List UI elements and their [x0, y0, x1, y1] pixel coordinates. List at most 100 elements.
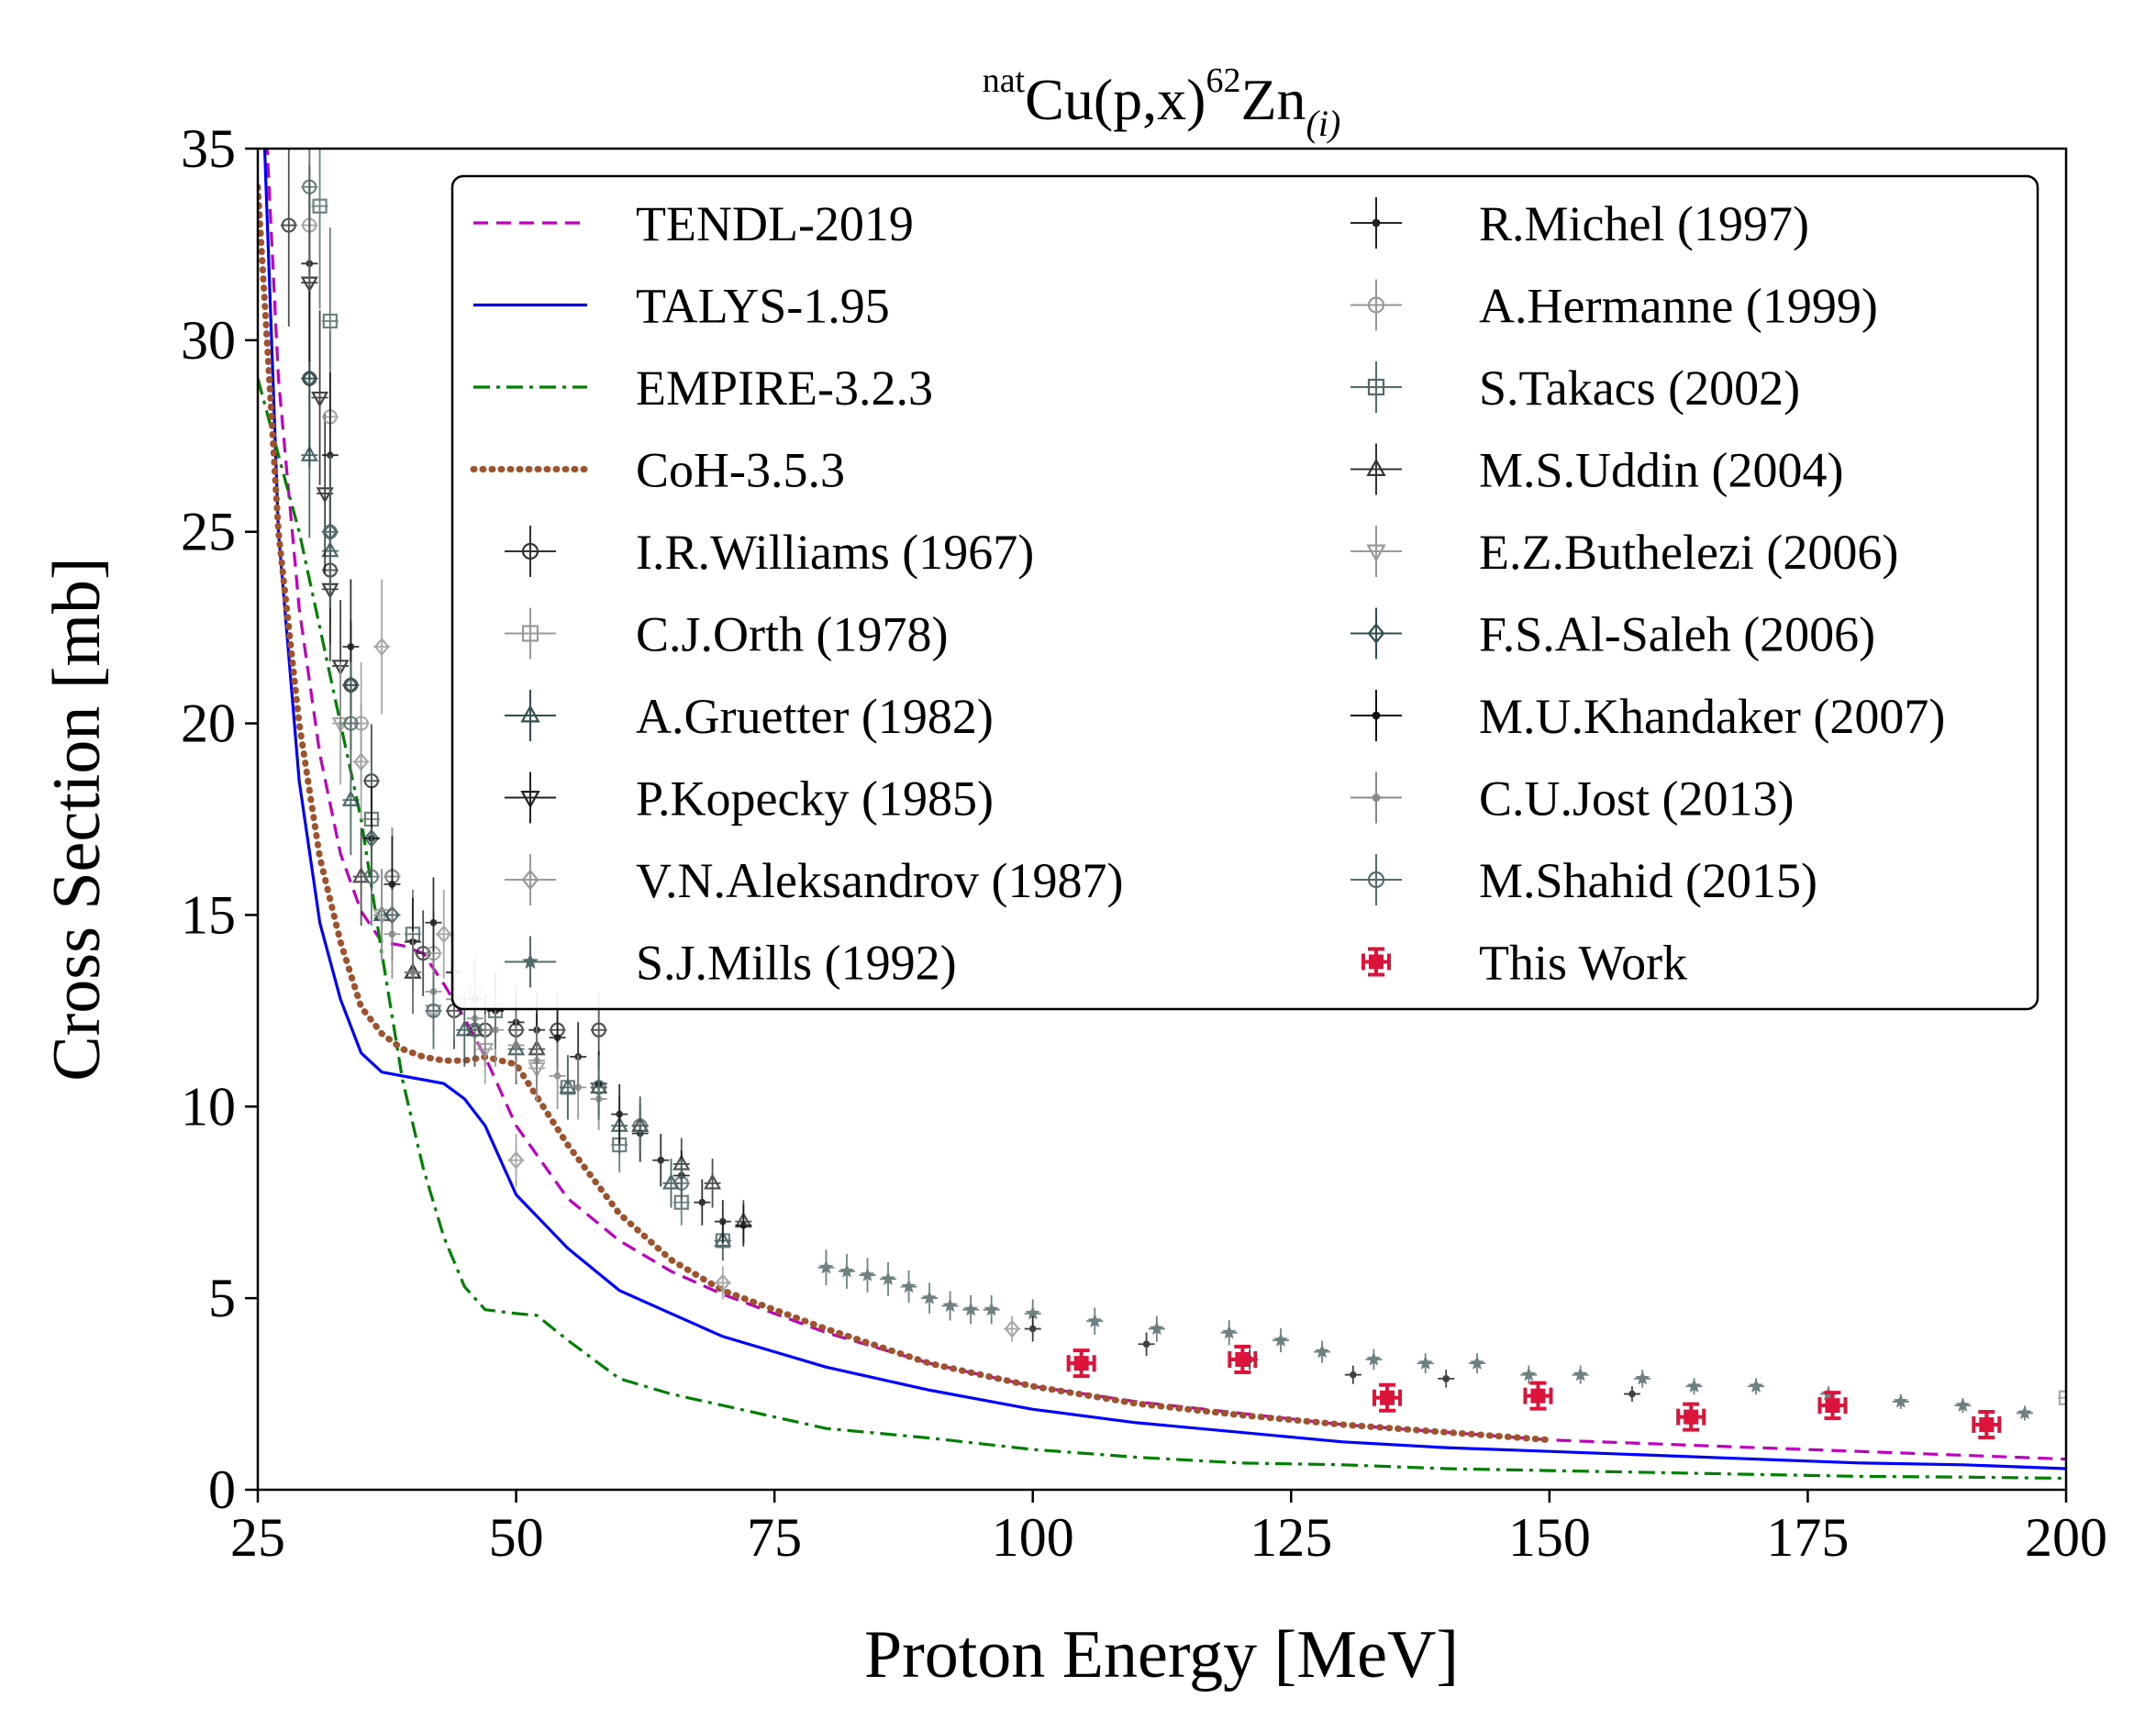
data-point — [838, 1253, 855, 1289]
data-point — [1314, 1340, 1331, 1363]
data-point — [1004, 1315, 1021, 1342]
x-tick-label-25: 25 — [230, 1507, 285, 1568]
data-point — [311, 149, 328, 309]
legend-label: C.U.Jost (2013) — [1479, 771, 1795, 827]
legend-item-c-u-jost-2013: C.U.Jost (2013) — [1350, 771, 1795, 827]
legend-item-s-takacs-2002: S.Takacs (2002) — [1350, 361, 1800, 416]
legend-label: P.Kopecky (1985) — [636, 771, 994, 827]
legend-item-e-z-buthelezi-2006: E.Z.Buthelezi (2006) — [1350, 525, 1898, 580]
legend-label: M.S.Uddin (2004) — [1479, 443, 1844, 498]
data-point — [321, 455, 339, 609]
y-tick-label-10: 10 — [181, 1076, 236, 1137]
series-r-michel-1997 — [1024, 1315, 1640, 1402]
model-curves — [258, 149, 2066, 1481]
x-axis-label: Proton Energy [MeV] — [864, 1617, 1459, 1692]
legend-label: TALYS-1.95 — [636, 279, 890, 334]
data-point — [817, 1249, 835, 1286]
legend-label: EMPIRE-3.2.3 — [636, 361, 933, 416]
data-point — [1572, 1365, 1589, 1384]
data-point — [1344, 1365, 1361, 1384]
data-point — [570, 1055, 587, 1120]
series-talys-1-95 — [262, 149, 2066, 1470]
y-tick-label-15: 15 — [181, 884, 236, 945]
data-point — [1086, 1307, 1104, 1335]
data-point — [383, 889, 401, 979]
data-point — [1523, 1381, 1553, 1411]
data-point — [921, 1282, 939, 1314]
x-tick-label-125: 125 — [1250, 1507, 1332, 1568]
legend-item-p-kopecky-1985: P.Kopecky (1985) — [505, 771, 994, 827]
data-point — [1676, 1402, 1706, 1432]
legend-label: S.Takacs (2002) — [1479, 361, 1800, 416]
legend-item-m-s-uddin-2004: M.S.Uddin (2004) — [1350, 443, 1844, 498]
data-point — [1634, 1370, 1651, 1388]
data-point — [1024, 1315, 1041, 1342]
legend-label: TENDL-2019 — [636, 196, 914, 251]
data-point — [859, 1258, 876, 1293]
data-point — [1972, 1409, 2002, 1439]
chart-title: natCu(p,x)62Zn(i) — [983, 61, 1341, 144]
data-point — [1373, 1382, 1403, 1413]
data-point — [704, 1159, 722, 1208]
legend-item-c-j-orth-1978: C.J.Orth (1978) — [505, 607, 948, 662]
data-point — [1623, 1386, 1640, 1402]
x-tick-label-175: 175 — [1766, 1507, 1849, 1568]
series-tendl-2019 — [265, 149, 2066, 1461]
legend-label: CoH-3.5.3 — [636, 443, 845, 498]
legend-label: R.Michel (1997) — [1479, 196, 1809, 251]
legend-item-a-hermanne-1999: A.Hermanne (1999) — [1350, 279, 1878, 334]
data-point — [311, 310, 329, 485]
data-point — [435, 889, 452, 979]
data-point — [672, 1159, 690, 1208]
x-tick-label-100: 100 — [992, 1507, 1074, 1568]
data-point — [1066, 1348, 1096, 1379]
legend-item-this-work: This Work — [1361, 936, 1687, 991]
data-point — [404, 930, 421, 1015]
legend-item-s-j-mills-1992: S.J.Mills (1992) — [505, 936, 957, 991]
legend-label: S.J.Mills (1992) — [636, 936, 957, 991]
series-m-shahid-2015 — [301, 149, 690, 1208]
data-point — [590, 1055, 607, 1120]
data-point — [1892, 1393, 1909, 1409]
data-point — [1469, 1353, 1486, 1374]
legend-item-m-shahid-2015: M.Shahid (2015) — [1350, 853, 1817, 908]
y-tick-label-20: 20 — [181, 694, 236, 754]
legend-label: I.R.Williams (1967) — [636, 525, 1034, 580]
data-point — [373, 579, 391, 715]
x-tick-label-200: 200 — [2025, 1507, 2107, 1568]
data-point — [425, 972, 442, 1049]
legend-label: This Work — [1479, 936, 1687, 991]
legend-label: E.Z.Buthelezi (2006) — [1479, 525, 1898, 580]
axis-ticks: 25 50 75 100 125 150 175 200 0 5 10 15 20 25 30 35 — [181, 118, 2107, 1568]
y-tick-label-35: 35 — [181, 118, 236, 179]
data-point — [1685, 1378, 1703, 1395]
plot-frame — [256, 147, 2068, 1492]
legend-item-v-n-aleksandrov-1987: V.N.Aleksandrov (1987) — [505, 853, 1123, 908]
data-point — [1228, 1344, 1258, 1374]
legend-item-m-u-khandaker-2007: M.U.Khandaker (2007) — [1350, 689, 1945, 744]
y-tick-label-0: 0 — [208, 1459, 236, 1520]
legend-label: M.Shahid (2015) — [1479, 853, 1817, 908]
series-this-work — [1066, 1344, 2002, 1439]
legend-item-tendl-2019: TENDL-2019 — [473, 196, 914, 251]
data-point — [735, 1204, 752, 1247]
data-point — [383, 836, 401, 933]
data-point — [694, 1179, 711, 1226]
legend-item-talys-1-95: TALYS-1.95 — [473, 279, 890, 334]
legend-item-a-gruetter-1982: A.Gruetter (1982) — [505, 689, 994, 744]
data-point — [507, 1134, 525, 1187]
y-tick-label-30: 30 — [181, 310, 236, 371]
data-point — [1438, 1370, 1455, 1388]
data-point — [1748, 1378, 1765, 1395]
data-point — [342, 661, 360, 785]
legend-item-r-michel-1997: R.Michel (1997) — [1350, 196, 1809, 251]
data-point — [1148, 1315, 1165, 1342]
data-point — [1220, 1320, 1238, 1346]
data-point — [1365, 1348, 1383, 1370]
x-tick-label-75: 75 — [747, 1507, 802, 1568]
data-point — [1272, 1328, 1290, 1353]
legend-item-i-r-williams-1967: I.R.Williams (1967) — [505, 525, 1034, 580]
series-empire-3-2-3 — [258, 378, 2066, 1481]
data-point — [1417, 1353, 1434, 1374]
